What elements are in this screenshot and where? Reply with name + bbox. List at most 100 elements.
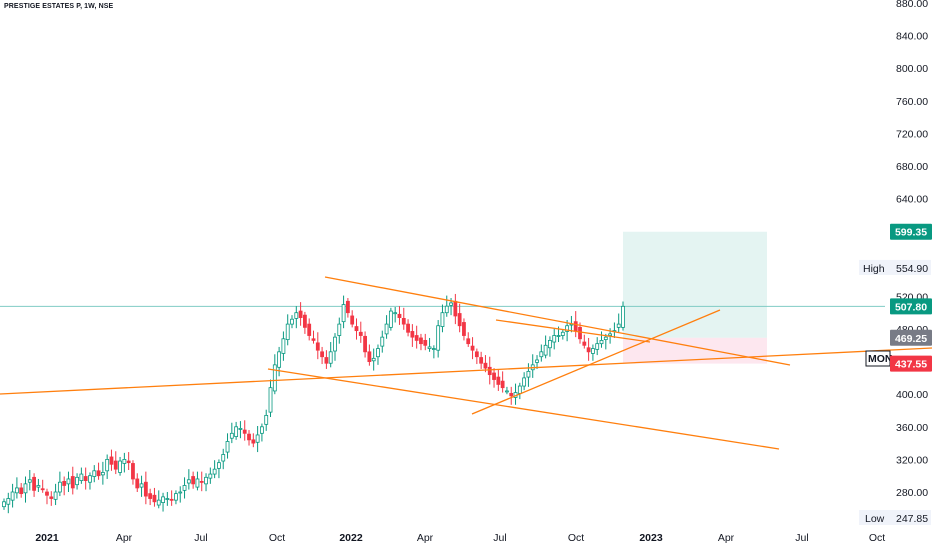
candle-body [307, 323, 312, 336]
candle-body [350, 315, 355, 325]
candle-body [36, 485, 41, 488]
candle-body [272, 364, 277, 392]
candle-body [19, 487, 24, 495]
candle-body [320, 351, 324, 358]
candle-body [466, 338, 471, 345]
candle-body [453, 300, 458, 317]
candle-body [96, 470, 101, 477]
candle-body [328, 351, 333, 364]
x-tick-label: Apr [718, 532, 735, 544]
candle-body [40, 488, 45, 491]
candle-body [496, 376, 501, 385]
candle-body [208, 473, 213, 479]
candle-body [371, 357, 376, 362]
candle-body [217, 462, 221, 469]
high-label-bg [859, 259, 931, 275]
candle-body [616, 323, 621, 328]
candle-body [174, 493, 178, 501]
candle-body [66, 478, 71, 485]
candle-body [419, 337, 423, 345]
candle-body [457, 313, 462, 327]
symbol-title: PRESTIGE ESTATES P, 1W, NSE [4, 3, 114, 10]
candle-body [100, 472, 105, 476]
candle-body [341, 304, 346, 323]
candle-body [27, 479, 32, 483]
candle-body [440, 312, 445, 327]
candle-body [294, 312, 299, 319]
candle-body [582, 341, 587, 346]
svg-text:MON: MON [868, 353, 893, 365]
candle-body [500, 380, 505, 389]
candle-body [225, 441, 230, 453]
candle-body [109, 456, 114, 465]
low-label-bg [859, 510, 931, 525]
trendline[interactable] [324, 276, 791, 366]
svg-text:599.35: 599.35 [895, 227, 927, 239]
candle-body [449, 302, 453, 306]
candle-body [75, 476, 79, 486]
candle-body [367, 351, 372, 363]
candle-body [268, 387, 273, 413]
candle-body [505, 390, 509, 393]
candle-body [242, 429, 247, 434]
candle-body [595, 343, 600, 350]
candle-body [113, 460, 118, 470]
candle-body [229, 432, 234, 439]
candle-body [578, 326, 582, 340]
trendline[interactable] [0, 347, 932, 395]
y-tick-label: 640.00 [896, 194, 928, 206]
candle-body [410, 331, 415, 338]
candle-body [83, 476, 88, 481]
candle-body [70, 476, 75, 489]
candle-body [565, 325, 570, 332]
y-tick-label: 400.00 [896, 389, 928, 401]
candle-body [380, 336, 385, 347]
candle-body [169, 498, 174, 501]
y-tick-label: 720.00 [896, 128, 928, 140]
y-tick-label: 880.00 [896, 0, 928, 10]
candle-body [483, 362, 488, 369]
candle-body [118, 460, 122, 473]
candle-body [479, 357, 484, 364]
trendline[interactable] [471, 309, 721, 415]
candle-body [62, 481, 67, 486]
x-tick-label: Apr [116, 532, 133, 544]
trendline[interactable] [267, 368, 780, 450]
y-tick-label: 680.00 [896, 161, 928, 173]
candle-body [462, 322, 466, 336]
candle-body [165, 498, 170, 500]
candle-body [586, 347, 591, 353]
y-tick-label: 320.00 [896, 454, 928, 466]
candle-body [92, 470, 97, 477]
candle-body [298, 310, 303, 318]
candle-body [354, 326, 359, 332]
candle-body [363, 335, 367, 353]
target-zone[interactable] [623, 231, 767, 338]
y-tick-label: 280.00 [896, 487, 928, 499]
candle-body [526, 370, 531, 378]
x-tick-label: Oct [869, 532, 885, 544]
candle-body [182, 485, 187, 491]
trendline[interactable] [495, 319, 651, 343]
candle-body [161, 496, 165, 503]
candle-body [281, 338, 286, 354]
candle-body [10, 491, 15, 501]
candle-body [45, 491, 49, 496]
candle-body [14, 487, 19, 494]
candle-body [311, 338, 316, 341]
candle-body [591, 348, 595, 354]
candle-body [608, 333, 613, 336]
x-tick-label: Oct [568, 532, 584, 544]
y-tick-label: 360.00 [896, 422, 928, 434]
low-value: 247.85 [896, 513, 928, 525]
candle-body [487, 366, 492, 376]
candle-body [186, 479, 191, 484]
candle-body [621, 305, 625, 328]
candle-body [234, 426, 239, 437]
high-value: 554.90 [896, 263, 928, 275]
price-tag: 507.80 [890, 298, 932, 315]
candle-body [358, 331, 363, 336]
candle-body [509, 392, 514, 397]
